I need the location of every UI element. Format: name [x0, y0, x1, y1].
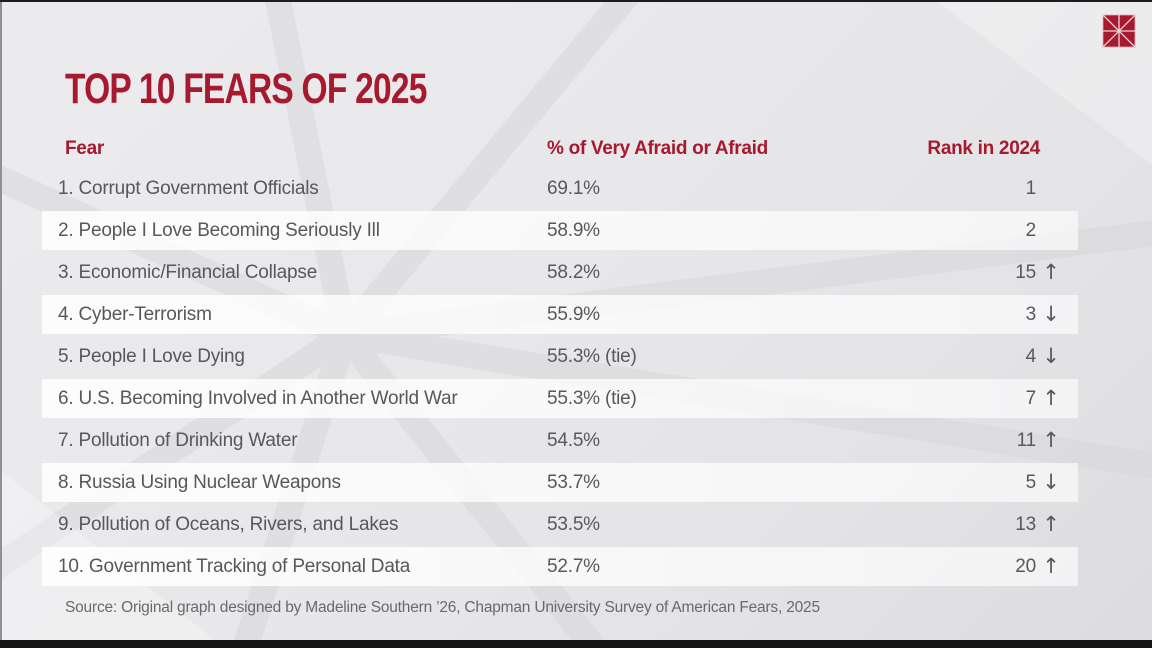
top-frame-bar: [0, 0, 1152, 2]
rank-arrow-up-icon: ↑: [1042, 512, 1060, 536]
percent-cell: 53.7%: [547, 471, 600, 493]
fear-cell: 3. Economic/Financial Collapse: [58, 261, 318, 283]
rank-value: 1: [1025, 177, 1037, 199]
table-row: 10. Government Tracking of Personal Data…: [42, 544, 1078, 589]
table-rows: 1. Corrupt Government Officials 69.1% 1 …: [42, 169, 1078, 589]
left-frame-edge: [0, 0, 2, 648]
rank-cell: 7 ↑: [877, 388, 1078, 410]
rank-value: 2: [1025, 219, 1037, 241]
rank-arrow-up-icon: ↑: [1042, 554, 1060, 578]
column-header-fear: Fear: [65, 138, 104, 159]
table-row: 6. U.S. Becoming Involved in Another Wor…: [42, 376, 1078, 421]
rank-cell: 11 ↑: [877, 430, 1078, 452]
rank-arrow-up-icon: ↑: [1042, 260, 1060, 284]
fear-cell: 6. U.S. Becoming Involved in Another Wor…: [58, 387, 458, 409]
percent-cell: 53.5%: [547, 513, 600, 535]
percent-cell: 52.7%: [547, 555, 600, 577]
fears-table: Fear % of Very Afraid or Afraid Rank in …: [42, 134, 1078, 589]
table-row: 4. Cyber-Terrorism 55.9% 3 ↓: [42, 292, 1078, 337]
percent-cell: 55.3% (tie): [547, 387, 637, 409]
percent-cell: 55.9%: [547, 303, 600, 325]
fear-cell: 8. Russia Using Nuclear Weapons: [58, 471, 341, 493]
fear-cell: 9. Pollution of Oceans, Rivers, and Lake…: [58, 513, 399, 535]
chapman-window-icon: [1102, 14, 1136, 48]
rank-arrow-up-icon: ↑: [1042, 386, 1060, 410]
rank-value: 4: [1025, 345, 1037, 367]
rank-arrow-down-icon: ↓: [1042, 302, 1060, 326]
table-row: 9. Pollution of Oceans, Rivers, and Lake…: [42, 505, 1078, 544]
rank-arrow-down-icon: ↓: [1042, 344, 1060, 368]
column-header-rank: Rank in 2024: [927, 138, 1040, 159]
rank-cell: 4 ↓: [877, 346, 1078, 368]
rank-cell: 5 ↓: [877, 472, 1078, 494]
percent-cell: 58.9%: [547, 219, 600, 241]
rank-value: 11: [1016, 429, 1037, 451]
percent-cell: 54.5%: [547, 429, 600, 451]
page-title: TOP 10 FEARS OF 2025: [65, 65, 427, 113]
rank-cell: 2: [877, 220, 1078, 242]
table-row: 7. Pollution of Drinking Water 54.5% 11 …: [42, 421, 1078, 460]
bottom-frame-bar: [0, 640, 1152, 648]
table-row: 5. People I Love Dying 55.3% (tie) 4 ↓: [42, 337, 1078, 376]
rank-value: 20: [1015, 555, 1036, 577]
rank-value: 13: [1015, 513, 1036, 535]
rank-value: 7: [1025, 387, 1037, 409]
rank-arrow-down-icon: ↓: [1042, 470, 1060, 494]
fear-cell: 10. Government Tracking of Personal Data: [58, 555, 411, 577]
rank-cell: 3 ↓: [877, 304, 1078, 326]
table-row: 1. Corrupt Government Officials 69.1% 1: [42, 169, 1078, 208]
fear-cell: 2. People I Love Becoming Seriously Ill: [58, 219, 380, 241]
fear-cell: 4. Cyber-Terrorism: [58, 303, 212, 325]
source-credit: Source: Original graph designed by Madel…: [65, 599, 820, 616]
rank-value: 5: [1025, 471, 1037, 493]
percent-cell: 69.1%: [547, 177, 600, 199]
fear-cell: 7. Pollution of Drinking Water: [58, 429, 298, 451]
rank-cell: 15 ↑: [877, 262, 1078, 284]
percent-cell: 58.2%: [547, 261, 600, 283]
table-row: 8. Russia Using Nuclear Weapons 53.7% 5 …: [42, 460, 1078, 505]
percent-cell: 55.3% (tie): [547, 345, 637, 367]
column-header-percent: % of Very Afraid or Afraid: [547, 138, 768, 159]
rank-cell: 1: [877, 178, 1078, 200]
table-row: 2. People I Love Becoming Seriously Ill …: [42, 208, 1078, 253]
rank-cell: 20 ↑: [877, 556, 1078, 578]
fear-cell: 1. Corrupt Government Officials: [58, 177, 319, 199]
rank-arrow-up-icon: ↑: [1042, 428, 1060, 452]
rank-value: 15: [1015, 261, 1036, 283]
rank-value: 3: [1025, 303, 1037, 325]
fear-cell: 5. People I Love Dying: [58, 345, 245, 367]
table-header-row: Fear % of Very Afraid or Afraid Rank in …: [42, 134, 1078, 164]
table-row: 3. Economic/Financial Collapse 58.2% 15 …: [42, 253, 1078, 292]
rank-cell: 13 ↑: [877, 514, 1078, 536]
